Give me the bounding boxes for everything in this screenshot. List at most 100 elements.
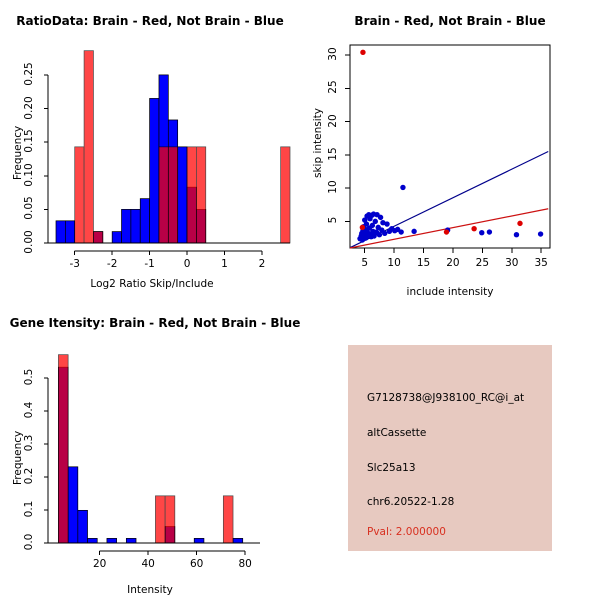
y-tick-label: 0.4 — [23, 401, 35, 419]
scatter-point — [360, 49, 366, 56]
histogram-bar — [177, 146, 188, 244]
histogram-bar — [149, 98, 160, 244]
scatter-point — [400, 184, 406, 191]
scatter-points — [357, 49, 544, 243]
histogram-bar — [121, 209, 132, 244]
info-probe-id: G7128738@J938100_RC@i_at — [367, 392, 525, 404]
x-tick-label: 2 — [258, 258, 266, 270]
y-tick-label: 30 — [327, 47, 339, 61]
scatter-point — [479, 229, 485, 236]
y-tick-label: 5 — [327, 217, 339, 224]
gene-histogram-xlabel: Intensity — [127, 584, 173, 596]
y-tick-label: 0.20 — [23, 95, 35, 120]
x-tick-label: -2 — [106, 258, 118, 270]
info-locus: chr6.20522-1.28 — [367, 496, 455, 508]
gene-histogram-bars — [58, 354, 244, 544]
gene-histogram-title: Gene Itensity: Brain - Red, Not Brain - … — [9, 316, 301, 330]
plot-box — [349, 44, 551, 249]
scatter-point — [517, 220, 523, 227]
scatter-point — [398, 229, 404, 235]
x-tick-label: 40 — [141, 558, 155, 570]
scatter-point — [359, 224, 366, 231]
x-tick-label: 1 — [221, 258, 228, 270]
y-tick-label: 0.05 — [23, 196, 35, 221]
x-tick-label: 20 — [92, 558, 107, 570]
scatter-point — [363, 221, 370, 227]
y-tick-label: 20 — [327, 113, 339, 128]
histogram-bar — [139, 198, 150, 244]
histogram-bar — [93, 231, 104, 244]
info-pval: Pval: 2.000000 — [367, 526, 446, 538]
scatter-point — [411, 228, 417, 235]
x-tick-label: 10 — [387, 257, 401, 269]
y-tick-label: 0.00 — [23, 230, 35, 254]
scatter-point — [371, 233, 377, 239]
scatter-point — [377, 214, 384, 221]
info-gene-symbol: Slc25a13 — [367, 462, 416, 474]
y-tick-label: 0.1 — [23, 500, 35, 518]
scatter-point — [471, 225, 477, 232]
x-tick-label: -3 — [69, 258, 80, 270]
histogram-bar — [280, 146, 291, 244]
scatter-point — [513, 231, 520, 238]
x-tick-label: 15 — [416, 257, 431, 269]
ratio-histogram-axes — [44, 74, 290, 255]
y-tick-label: 25 — [327, 80, 339, 94]
x-tick-label: 80 — [238, 558, 252, 570]
y-tick-label: 0.25 — [23, 62, 35, 86]
scatter-axes — [345, 54, 542, 253]
x-tick-label: 20 — [446, 257, 460, 269]
scatter-point — [384, 221, 390, 227]
histogram-bar — [106, 538, 117, 544]
x-tick-label: 60 — [189, 558, 204, 570]
intensity-scatter-xlabel: include intensity — [406, 286, 494, 298]
panel-intensity-scatter: Brain - Red, Not Brain - Blue skip inten… — [300, 0, 600, 300]
scatter-point — [382, 230, 388, 237]
y-tick-label: 10 — [327, 180, 339, 194]
histogram-bar — [167, 146, 179, 244]
histogram-bar — [58, 354, 69, 544]
gene-info-panel: G7128738@J938100_RC@i_at altCassette Slc… — [348, 345, 552, 551]
y-tick-label: 0.2 — [23, 467, 35, 485]
histogram-bar — [186, 146, 197, 244]
info-event-type: altCassette — [367, 427, 427, 439]
scatter-point — [369, 222, 376, 229]
histogram-bar — [232, 538, 244, 544]
histogram-bar — [155, 495, 166, 544]
ratio-histogram-title: RatioData: Brain - Red, Not Brain - Blue — [16, 14, 284, 28]
histogram-bar — [87, 538, 98, 544]
y-tick-label: 15 — [327, 147, 339, 161]
histogram-bar — [55, 220, 66, 244]
panel-ratio-histogram: RatioData: Brain - Red, Not Brain - Blue… — [0, 0, 300, 300]
y-tick-label: 0.0 — [23, 533, 35, 551]
histogram-bar — [130, 209, 141, 244]
histogram-bar — [67, 466, 79, 544]
brain-red-bars — [74, 50, 291, 244]
y-tick-label: 0.5 — [23, 368, 35, 386]
x-tick-label: 5 — [361, 257, 369, 269]
scatter-point — [537, 231, 544, 237]
scatter-plot-frame — [349, 44, 551, 249]
histogram-bar — [164, 495, 176, 544]
gene-histogram-plot — [44, 354, 260, 555]
histogram-bar — [158, 146, 169, 244]
ratio-histogram-bars — [55, 50, 291, 244]
histogram-bar — [111, 231, 122, 244]
histogram-bar — [125, 538, 137, 544]
histogram-bar — [65, 220, 76, 244]
scatter-point — [376, 231, 383, 238]
intensity-scatter-plot — [345, 44, 551, 253]
scatter-point — [380, 220, 386, 226]
x-tick-label: 35 — [534, 257, 548, 269]
scatter-point — [486, 229, 493, 235]
x-tick-label: 0 — [183, 258, 191, 270]
histogram-bar — [83, 50, 94, 244]
ratio-histogram-plot — [44, 50, 291, 255]
gene-histogram-axes — [44, 377, 260, 555]
y-tick-label: 0.3 — [23, 434, 35, 452]
x-tick-label: 25 — [475, 257, 490, 269]
histogram-bar — [77, 509, 88, 544]
x-tick-label: 30 — [505, 257, 519, 269]
histogram-bar — [222, 495, 234, 544]
intensity-scatter-title: Brain - Red, Not Brain - Blue — [354, 14, 546, 28]
